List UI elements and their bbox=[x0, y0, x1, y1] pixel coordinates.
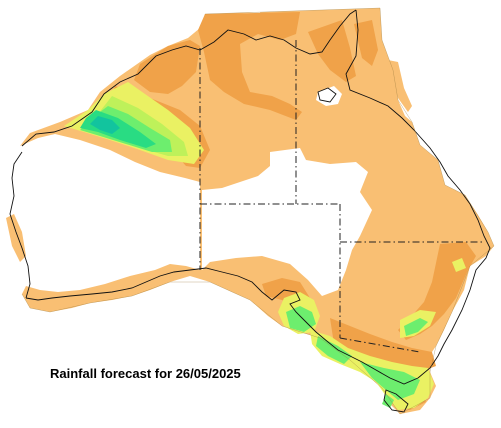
rain-area-edge bbox=[21, 7, 495, 415]
map-caption: Rainfall forecast for 26/05/2025 bbox=[50, 366, 241, 381]
coastline bbox=[9, 9, 491, 413]
rain-area-green bbox=[80, 106, 428, 408]
state-borders bbox=[199, 40, 482, 353]
